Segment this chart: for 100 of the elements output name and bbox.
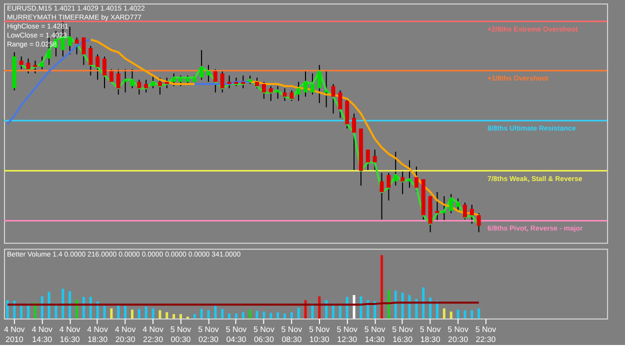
candlestick	[172, 72, 176, 87]
x-tick-label: 5 Nov 02:30	[198, 324, 220, 344]
candlestick	[456, 198, 460, 212]
candlestick	[102, 56, 106, 89]
bar	[283, 313, 286, 319]
bar	[380, 255, 384, 319]
bar	[214, 306, 217, 319]
candlestick	[345, 98, 350, 129]
x-tick-label: 5 Nov 08:30	[281, 324, 302, 344]
candlestick	[449, 194, 454, 214]
bar	[387, 290, 390, 319]
bar	[6, 300, 9, 319]
candlestick	[296, 81, 301, 102]
x-tick-label: 5 Nov 00:30	[170, 324, 192, 344]
candlestick	[178, 75, 183, 87]
candlestick	[268, 86, 273, 102]
candlestick	[158, 77, 162, 96]
x-tick-label: 5 Nov 10:30	[308, 324, 330, 344]
bar	[450, 312, 452, 319]
candlestick	[200, 50, 204, 80]
bar	[207, 310, 210, 319]
bar	[130, 310, 134, 319]
candlestick	[116, 68, 120, 96]
candlestick	[470, 204, 474, 224]
candlestick	[310, 72, 314, 96]
bar	[82, 296, 85, 319]
bar	[110, 308, 113, 319]
bar	[166, 312, 168, 319]
candlestick	[442, 196, 446, 222]
bar	[352, 295, 356, 319]
candlestick	[109, 68, 114, 82]
candlestick	[19, 56, 24, 70]
bar	[144, 306, 148, 319]
candlestick	[96, 54, 100, 80]
bar	[242, 312, 244, 319]
bar	[394, 290, 397, 319]
candlestick	[68, 26, 72, 55]
candlestick	[123, 68, 128, 93]
bar	[158, 310, 162, 319]
candlestick	[164, 77, 169, 89]
bar	[193, 314, 196, 319]
x-tick-label: 4 Nov 18:30	[87, 324, 108, 344]
candlestick	[338, 90, 342, 118]
bar	[442, 308, 446, 319]
candlestick	[386, 172, 391, 201]
x-tick-label: 5 Nov 16:30	[392, 324, 414, 344]
candlestick	[317, 64, 322, 104]
bar	[478, 308, 480, 319]
candlestick	[33, 60, 38, 74]
bar	[464, 310, 466, 319]
bar	[234, 313, 238, 319]
candlestick	[206, 64, 210, 82]
candlestick	[220, 70, 224, 93]
bar	[62, 288, 64, 319]
x-tick-label: 5 Nov 12:30	[336, 324, 358, 344]
bar	[117, 304, 120, 319]
x-tick-label: 5 Nov 22:30	[475, 324, 496, 344]
bar	[422, 287, 425, 319]
x-tick-label: 5 Nov 04:30	[226, 324, 247, 344]
bar	[221, 309, 224, 319]
bar	[297, 308, 300, 319]
candlestick	[82, 36, 86, 66]
bar	[470, 310, 474, 319]
candlestick	[304, 70, 308, 98]
candlestick	[88, 45, 93, 76]
bar	[429, 298, 432, 319]
bar	[248, 310, 252, 319]
x-tick-label: 4 Nov 20:30	[114, 324, 136, 344]
bar	[456, 310, 460, 319]
bar	[172, 314, 176, 319]
bar	[276, 312, 280, 319]
bar	[338, 304, 342, 319]
bar	[401, 292, 404, 319]
bar	[20, 306, 23, 319]
candlestick	[276, 86, 280, 100]
candlestick	[282, 88, 287, 102]
x-tick-label: 5 Nov 14:30	[364, 324, 386, 344]
bar	[346, 296, 348, 319]
bar	[290, 312, 293, 319]
candlestick	[352, 113, 356, 172]
bar	[262, 312, 266, 319]
candlestick	[262, 81, 266, 100]
bar	[318, 296, 321, 319]
x-tick-label: 4 Nov 16:30	[59, 324, 80, 344]
candlestick	[255, 77, 259, 89]
candlestick	[40, 56, 44, 70]
bar	[270, 312, 272, 319]
x-tick-label: 4 Nov 22:30	[142, 324, 164, 344]
bar	[48, 292, 50, 319]
bar	[180, 314, 182, 319]
bar	[360, 296, 362, 319]
candlestick	[290, 90, 294, 102]
bar	[89, 296, 92, 319]
bar	[124, 306, 127, 319]
candlestick	[380, 172, 384, 220]
candlestick	[137, 79, 142, 96]
candlestick	[151, 75, 156, 89]
bar	[228, 313, 231, 319]
x-tick-label: 4 Nov 2010	[4, 324, 25, 344]
candlestick	[435, 191, 440, 222]
